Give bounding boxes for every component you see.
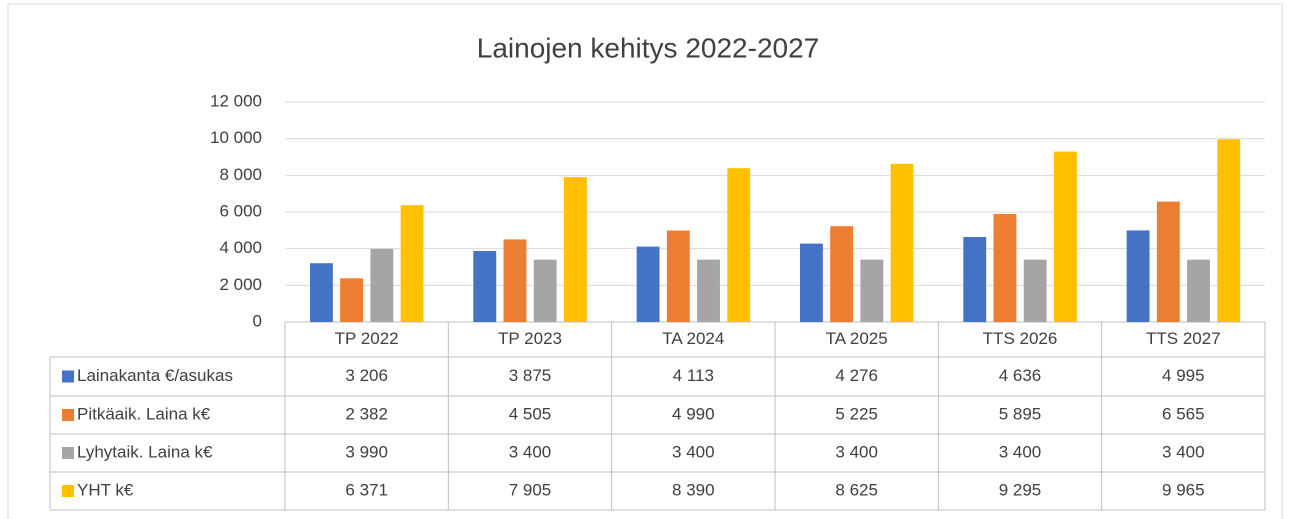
y-tick-label: 12 000 [210, 91, 262, 110]
table-value: 2 382 [345, 404, 388, 423]
table-value: 5 895 [999, 404, 1042, 423]
bar [370, 248, 394, 322]
y-tick-label: 4 000 [219, 238, 262, 257]
bar [860, 259, 884, 322]
bar [1023, 259, 1047, 322]
bar [697, 259, 720, 322]
bar [666, 230, 690, 322]
bar [636, 246, 660, 322]
table-value: 3 990 [345, 442, 388, 461]
legend-label: Pitkäaik. Laina k€ [77, 404, 211, 423]
bar [309, 263, 333, 322]
table-value: 4 276 [835, 366, 878, 385]
category-label: TTS 2027 [1146, 329, 1221, 348]
legend-label: Lainakanta €/asukas [77, 366, 233, 385]
bar [473, 250, 497, 322]
table-value: 3 400 [672, 442, 715, 461]
chart-title: Lainojen kehitys 2022-2027 [477, 32, 819, 63]
legend-label: Lyhytaik. Laina k€ [77, 442, 213, 461]
table-value: 4 636 [999, 366, 1042, 385]
table-value: 3 400 [1162, 442, 1205, 461]
table-value: 6 565 [1162, 404, 1205, 423]
legend-key [62, 409, 74, 421]
bar [727, 168, 751, 322]
category-label: TA 2024 [662, 329, 724, 348]
legend-key [62, 485, 74, 497]
table-value: 8 390 [672, 480, 715, 499]
bar [1053, 151, 1077, 322]
bar [963, 237, 987, 322]
bar [400, 205, 424, 322]
category-label: TP 2023 [498, 329, 562, 348]
y-tick-label: 2 000 [219, 275, 262, 294]
bar [1156, 201, 1180, 322]
table-value: 8 625 [835, 480, 878, 499]
table-value: 6 371 [345, 480, 388, 499]
table-value: 3 400 [509, 442, 552, 461]
table-value: 7 905 [509, 480, 552, 499]
category-label: TP 2022 [335, 329, 399, 348]
table-value: 4 113 [673, 366, 714, 385]
bar [340, 278, 364, 322]
table-value: 3 875 [509, 366, 552, 385]
table-value: 3 206 [345, 366, 388, 385]
bar [830, 226, 854, 322]
bar [993, 213, 1017, 322]
bar [1187, 259, 1210, 322]
table-value: 4 990 [672, 404, 715, 423]
legend-key [62, 447, 74, 459]
bar [799, 243, 823, 322]
y-tick-label: 6 000 [219, 201, 262, 220]
table-value: 9 295 [999, 480, 1042, 499]
y-tick-label: 10 000 [210, 128, 262, 147]
bar [1217, 139, 1241, 322]
y-tick-label: 0 [253, 311, 262, 330]
legend-key [62, 370, 74, 383]
bar [563, 177, 587, 322]
legend-label: YHT k€ [77, 480, 134, 499]
bar [1126, 230, 1150, 322]
y-tick-label: 8 000 [219, 165, 262, 184]
bar [503, 239, 527, 322]
table-value: 4 995 [1162, 366, 1205, 385]
table-value: 4 505 [509, 404, 552, 423]
table-value: 3 400 [835, 442, 878, 461]
category-label: TA 2025 [826, 329, 888, 348]
bar [890, 163, 914, 322]
category-label: TTS 2026 [983, 329, 1058, 348]
table-value: 3 400 [999, 442, 1042, 461]
bar [533, 259, 557, 322]
table-value: 5 225 [835, 404, 878, 423]
table-value: 9 965 [1162, 480, 1205, 499]
